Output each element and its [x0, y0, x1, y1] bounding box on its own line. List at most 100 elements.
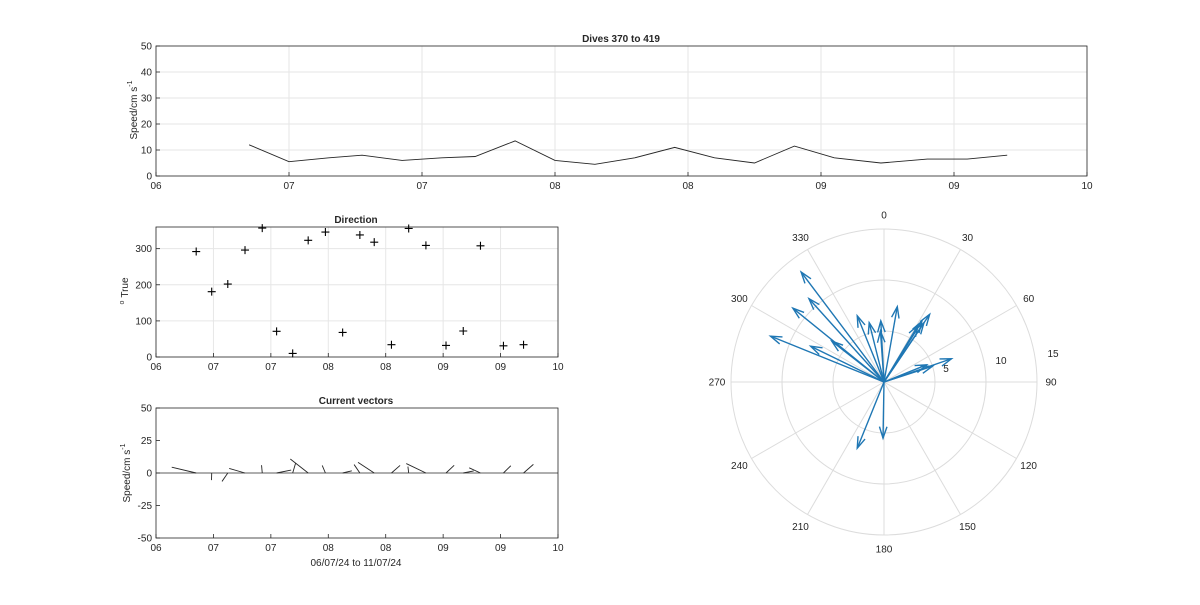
- direction-point: [321, 228, 330, 237]
- polar-vector-head: [856, 436, 866, 451]
- current-vector: [391, 465, 401, 474]
- x-tick-label: 08: [323, 543, 335, 554]
- polar-spoke: [883, 381, 1017, 459]
- x-tick-label: 10: [552, 543, 564, 554]
- current-vector: [261, 465, 263, 474]
- polar-vector: [856, 381, 885, 449]
- polar-vector-head: [791, 306, 805, 319]
- polar-vector-head: [876, 318, 886, 333]
- direction-point: [404, 224, 413, 233]
- x-tick-label: 09: [438, 543, 450, 554]
- polar-angle-label: 330: [792, 233, 809, 244]
- direction-point: [370, 238, 379, 247]
- x-tick-label: 06: [150, 181, 162, 192]
- x-tick-label: 08: [323, 362, 335, 373]
- direction-point: [519, 340, 528, 349]
- polar-vector: [770, 335, 885, 383]
- polar-vector: [810, 345, 885, 383]
- x-tick-label: 07: [283, 181, 295, 192]
- polar-vector: [808, 298, 885, 383]
- polar-vector: [831, 340, 885, 383]
- y-tick-label: 20: [141, 120, 153, 131]
- polar-vector-head: [807, 296, 820, 310]
- y-tick-label: 25: [141, 436, 153, 447]
- polar-spoke: [883, 381, 961, 515]
- y-tick-label: 200: [135, 280, 152, 291]
- direction-point: [421, 241, 430, 250]
- y-tick-label: 50: [141, 404, 153, 415]
- polar-angle-label: 270: [709, 378, 726, 389]
- x-tick-label: 06: [150, 543, 162, 554]
- x-tick-label: 10: [552, 362, 564, 373]
- x-tick-label: 08: [380, 543, 392, 554]
- x-tick-label: 10: [1081, 181, 1093, 192]
- polar-vector: [882, 381, 885, 439]
- polar-angle-label: 120: [1020, 461, 1037, 472]
- current-vector: [357, 461, 375, 474]
- direction-point: [207, 287, 216, 296]
- polar-vector-head: [830, 339, 844, 352]
- polar-angle-label: 300: [731, 294, 748, 305]
- polar-spoke: [807, 249, 885, 383]
- polar-angle-label: 180: [876, 545, 893, 556]
- y-tick-label: 300: [135, 244, 152, 255]
- polar-angle-label: 60: [1023, 294, 1035, 305]
- polar-spoke: [751, 305, 885, 383]
- polar-vector-head: [939, 358, 954, 367]
- direction-panel: Direction oTrue 06 07 07 08 08 09 09 1001002003…: [119, 215, 564, 373]
- polar-vector-head: [768, 335, 783, 345]
- direction-point: [241, 246, 250, 255]
- current-vector: [406, 463, 427, 474]
- y-tick-label: -25: [138, 501, 153, 512]
- current-vector: [276, 469, 292, 474]
- direction-point: [499, 341, 508, 350]
- current-vector: [463, 470, 474, 474]
- x-tick-label: 08: [380, 362, 392, 373]
- vectors-ylabel: Speed/cm s-1: [120, 443, 133, 502]
- polar-vector-head: [878, 426, 888, 441]
- current-vector: [342, 470, 352, 474]
- direction-point: [476, 241, 485, 250]
- direction-point: [304, 236, 313, 245]
- x-tick-label: 07: [265, 543, 277, 554]
- direction-point: [192, 247, 201, 256]
- y-tick-label: 0: [146, 353, 152, 364]
- x-tick-label: 09: [495, 543, 507, 554]
- polar-angle-label: 30: [962, 233, 974, 244]
- x-tick-label: 09: [815, 181, 827, 192]
- polar-vector-head: [919, 312, 931, 327]
- polar-vector-head: [876, 328, 886, 343]
- x-tick-label: 06: [150, 362, 162, 373]
- current-vector: [469, 467, 481, 474]
- speed-series-line: [248, 140, 1008, 165]
- vectors-title: Current vectors: [319, 396, 394, 407]
- polar-spoke: [807, 381, 885, 515]
- polar-angle-label: 0: [881, 211, 887, 222]
- polar-angle-label: 240: [731, 461, 748, 472]
- direction-point: [338, 328, 347, 337]
- direction-point: [355, 230, 364, 239]
- speed-ylabel: Speed/cm s-1: [127, 80, 140, 139]
- y-tick-label: -50: [138, 534, 153, 545]
- polar-vector-head: [808, 345, 823, 356]
- x-tick-label: 09: [438, 362, 450, 373]
- direction-title: Direction: [334, 215, 377, 226]
- speed-title: Dives 370 to 419: [582, 34, 660, 45]
- y-tick-label: 50: [141, 42, 153, 53]
- polar-panel: 0 30 60 90 120 150 180 210 240 270 300 330 5 10 15: [709, 211, 1059, 556]
- polar-radius-label: 10: [995, 356, 1007, 367]
- direction-ylabel: oTrue: [119, 277, 131, 305]
- y-tick-label: 100: [135, 316, 152, 327]
- plot-frame: [155, 226, 559, 358]
- direction-point: [442, 341, 451, 350]
- current-vector: [221, 472, 229, 482]
- x-tick-label: 07: [208, 362, 220, 373]
- y-tick-label: 0: [146, 469, 152, 480]
- polar-vector-head: [867, 320, 877, 335]
- polar-vector-head: [799, 270, 812, 284]
- direction-point: [223, 280, 232, 289]
- polar-vector: [856, 315, 885, 383]
- polar-vector: [883, 306, 898, 383]
- vectors-xlabel: 06/07/24 to 11/07/24: [310, 558, 401, 569]
- x-tick-label: 08: [549, 181, 561, 192]
